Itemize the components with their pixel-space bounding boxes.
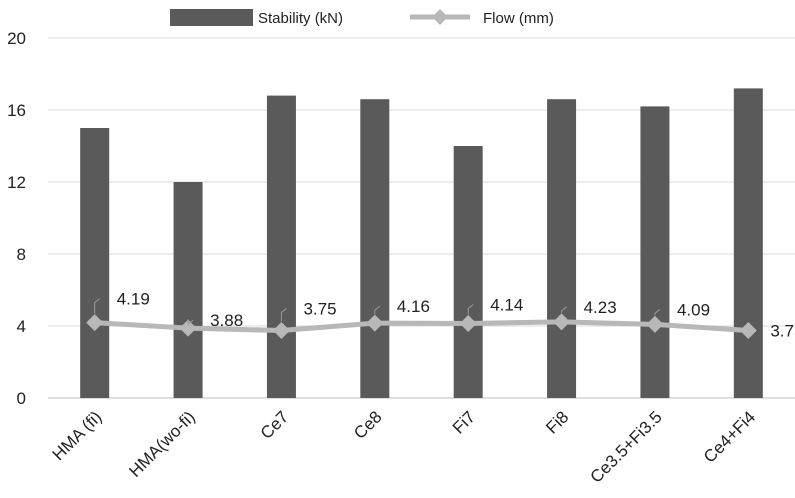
- flow-point-marker: [86, 314, 104, 332]
- stability-bar: [80, 128, 110, 398]
- flow-point-marker: [272, 322, 290, 339]
- flow-data-label: 4.19: [117, 290, 150, 309]
- x-axis-ticks: HMA (fi) HMA(wo-fi) Ce7 Ce8 Fi7 Fi8 Ce3.5+Fi3.…: [49, 407, 759, 486]
- stability-bar: [547, 99, 577, 398]
- legend-swatch-stability: [170, 9, 253, 26]
- x-tick-label: Fi8: [542, 407, 572, 437]
- x-tick-label: Ce8: [350, 407, 385, 442]
- flow-line: [86, 313, 757, 339]
- y-tick-label: 16: [7, 101, 26, 120]
- data-label-leader: [467, 304, 474, 315]
- flow-data-label: 3.75: [303, 300, 336, 319]
- x-tick-label: Ce7: [257, 407, 292, 442]
- flow-point-marker: [459, 314, 477, 332]
- flow-point-marker: [646, 315, 664, 333]
- legend-label-stability: Stability (kN): [258, 10, 343, 27]
- y-axis-ticks: 0 4 8 12 16 20: [7, 29, 26, 408]
- data-label-leader: [654, 308, 661, 316]
- data-label-leader: [280, 308, 287, 322]
- flow-point-marker: [553, 313, 571, 331]
- flow-data-label: 3.75: [770, 322, 795, 341]
- x-tick-label: Ce3.5+Fi3.5: [587, 407, 666, 486]
- flow-point-marker: [179, 319, 197, 337]
- stability-bar: [173, 182, 203, 398]
- x-tick-label: HMA(wo-fi): [125, 407, 199, 481]
- legend-swatch-flow-marker: [432, 9, 448, 25]
- flow-data-label: 4.23: [584, 298, 617, 317]
- flow-series-line: [94, 319, 749, 333]
- flow-data-label: 3.88: [210, 311, 243, 330]
- stability-bar: [266, 95, 296, 398]
- data-label-leader: [94, 298, 100, 314]
- stability-bar: [733, 88, 763, 399]
- data-label-leader: [561, 306, 567, 313]
- x-tick-label: Ce4+Fi4: [700, 407, 759, 466]
- stability-bar: [360, 99, 390, 398]
- x-tick-label: Fi7: [449, 407, 479, 437]
- stability-bar: [453, 146, 483, 398]
- gridlines: [48, 37, 795, 399]
- y-tick-label: 0: [17, 389, 26, 408]
- flow-data-labels: 4.19 3.88 3.75 4.16 4.14 4.23 4.09 3.75: [94, 290, 795, 341]
- x-tick-label: HMA (fi): [49, 407, 106, 464]
- data-label-leader: [374, 305, 381, 315]
- flow-point-marker: [366, 314, 384, 332]
- stability-bar: [640, 106, 670, 399]
- y-tick-label: 4: [17, 317, 26, 336]
- y-tick-label: 12: [7, 173, 26, 192]
- flow-data-label: 4.09: [677, 300, 710, 319]
- data-label-leader: [187, 319, 194, 326]
- y-tick-label: 20: [7, 29, 26, 48]
- flow-data-label: 4.14: [490, 295, 523, 314]
- flow-data-label: 4.16: [397, 297, 430, 316]
- y-tick-label: 8: [17, 245, 26, 264]
- legend: Stability (kN) Flow (mm): [170, 9, 554, 27]
- stability-bars: [80, 88, 763, 399]
- legend-label-flow: Flow (mm): [483, 10, 554, 27]
- flow-point-marker: [739, 322, 757, 339]
